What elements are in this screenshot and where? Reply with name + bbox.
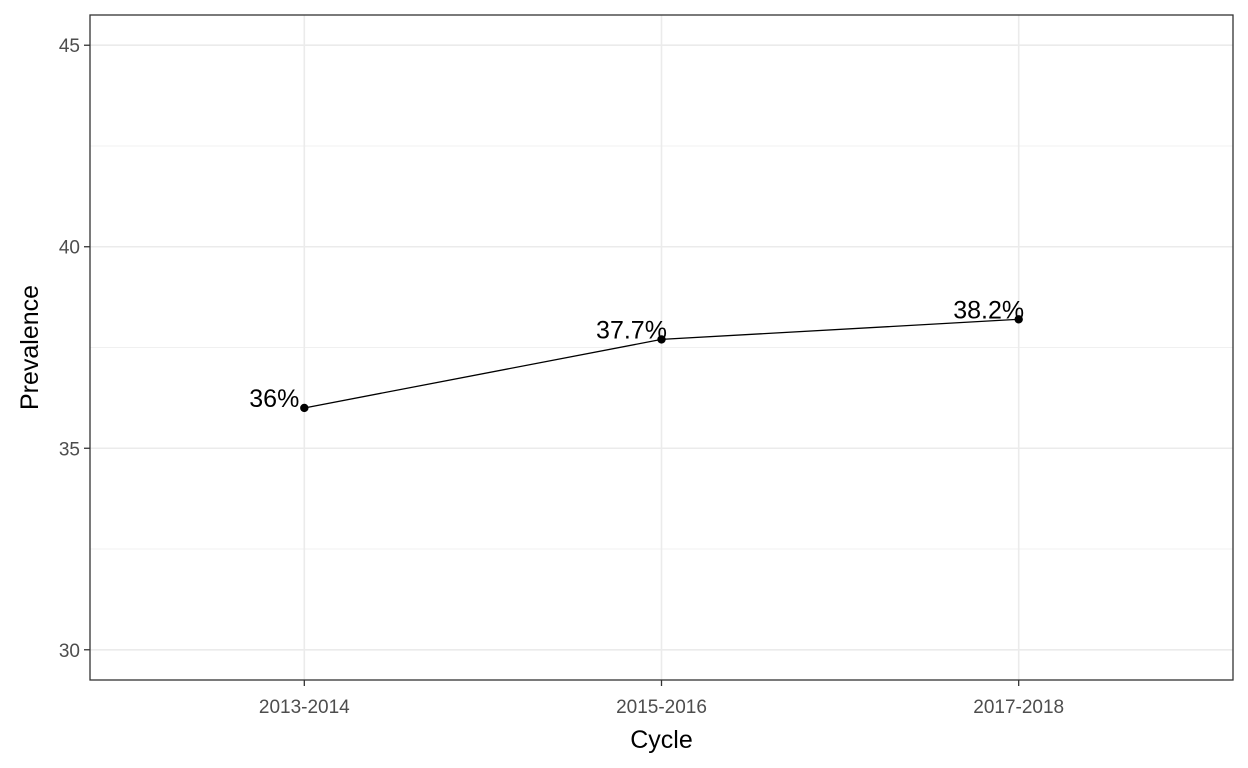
y-tick-label: 40 <box>59 238 80 259</box>
x-tick-label: 2013-2014 <box>259 697 350 718</box>
y-tick-label: 30 <box>59 641 80 662</box>
data-labels: 36% 37.7% 38.2% <box>249 296 1024 413</box>
y-tick-label: 45 <box>59 36 80 57</box>
data-point <box>300 403 309 413</box>
data-label: 36% <box>249 385 299 413</box>
x-tick-label: 2017-2018 <box>973 697 1064 718</box>
data-label: 38.2% <box>953 296 1024 324</box>
major-gridlines <box>90 15 1233 680</box>
y-tick-label: 35 <box>59 439 80 460</box>
x-tick-label: 2015-2016 <box>616 697 707 718</box>
data-point <box>657 335 666 344</box>
y-axis-title: Prevalence <box>16 285 44 410</box>
data-point <box>1014 315 1023 324</box>
x-axis: 2013-2014 2015-2016 2017-2018 <box>259 680 1064 718</box>
series-layer <box>300 315 1023 413</box>
x-axis-title: Cycle <box>630 726 693 754</box>
data-label: 37.7% <box>596 316 667 344</box>
y-axis: 30 35 40 45 <box>59 36 90 662</box>
